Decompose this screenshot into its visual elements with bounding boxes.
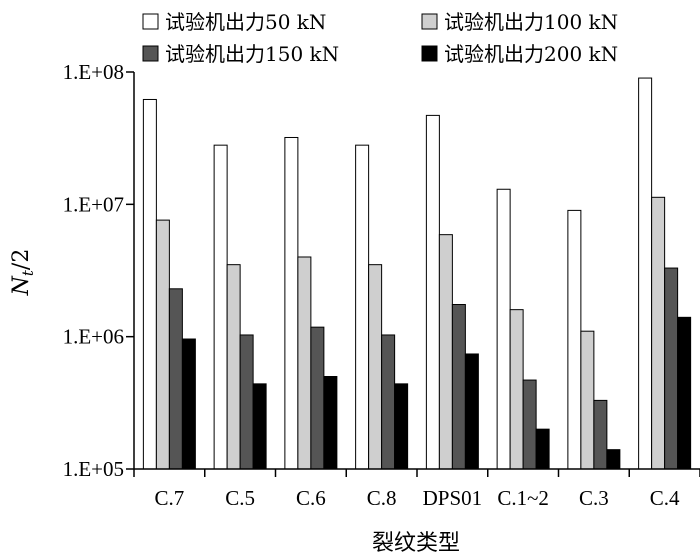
bar-3-7 <box>593 399 608 470</box>
bar-2-2 <box>226 264 241 470</box>
x-tick-label: C.5 <box>225 486 255 510</box>
legend-label: 试验机出力200 kN <box>444 42 618 66</box>
bar-2-3 <box>297 256 312 470</box>
bar-2-4 <box>368 264 383 470</box>
y-tick-label: 1.E+08 <box>63 60 124 84</box>
bar-1-5 <box>425 114 440 470</box>
bar-3-1 <box>168 288 183 470</box>
bar-4-6 <box>535 428 550 470</box>
x-tick-label: DPS01 <box>423 486 483 510</box>
bar-4-8 <box>677 316 692 470</box>
legend-label: 试验机出力50 kN <box>165 10 326 34</box>
x-tick-label: C.6 <box>296 486 326 510</box>
bar-1-1 <box>142 98 157 470</box>
legend-swatch <box>421 13 438 30</box>
bar-3-5 <box>451 304 466 470</box>
bar-1-4 <box>355 144 370 470</box>
y-tick-label: 1.E+07 <box>63 192 124 216</box>
bar-3-6 <box>522 379 537 470</box>
y-tick-label: 1.E+06 <box>63 325 124 349</box>
bar-4-7 <box>606 449 621 470</box>
x-tick-label: C.7 <box>154 486 184 510</box>
bar-1-3 <box>284 136 299 470</box>
legend-swatch <box>142 13 159 30</box>
x-ticks: C.7 C.5 C.6 C.8 DPS01 C.1~2 C.3 C.4 <box>133 469 700 510</box>
legend-swatch <box>142 45 159 62</box>
bar-1-8 <box>638 77 653 470</box>
x-axis-title: 裂纹类型 <box>372 531 460 556</box>
y-ticks: 1.E+05 1.E+06 1.E+07 1.E+08 <box>63 60 134 481</box>
bar-2-6 <box>509 309 524 470</box>
legend-label: 试验机出力100 kN <box>444 10 618 34</box>
bar-4-1 <box>181 338 196 470</box>
y-axis-title-tail: /2 <box>9 249 34 270</box>
legend: 试验机出力50 kN 试验机出力100 kN 试验机出力150 kN 试验机出力200… <box>142 10 618 66</box>
bar-1-6 <box>496 188 511 470</box>
bar-2-1 <box>155 219 170 470</box>
bar-4-5 <box>464 353 479 470</box>
bar-3-2 <box>239 334 254 470</box>
bar-2-8 <box>651 196 666 470</box>
bar-4-2 <box>252 383 267 470</box>
bar-3-4 <box>381 334 396 470</box>
bar-4-4 <box>394 383 409 470</box>
x-tick-label: C.4 <box>650 486 680 510</box>
legend-swatch <box>421 45 438 62</box>
x-tick-label: C.3 <box>579 486 609 510</box>
bars <box>142 77 692 470</box>
y-axis-title-main: N <box>9 275 34 296</box>
bar-1-7 <box>567 209 582 470</box>
bar-3-8 <box>664 267 679 470</box>
bar-1-2 <box>213 144 228 470</box>
bar-4-3 <box>323 376 338 470</box>
bar-2-5 <box>438 234 453 470</box>
y-axis-title: Nt/2 <box>9 249 37 297</box>
plot-area: 1.E+05 1.E+06 1.E+07 1.E+08 C.7 C.5 C.6 C.8 DPS… <box>63 60 700 510</box>
legend-label: 试验机出力150 kN <box>165 42 339 66</box>
y-axis-title-sub: t <box>19 269 37 276</box>
bar-3-3 <box>310 326 325 470</box>
y-tick-label: 1.E+05 <box>63 457 124 481</box>
bar-2-7 <box>580 330 595 470</box>
x-tick-label: C.1~2 <box>497 486 549 510</box>
x-tick-label: C.8 <box>367 486 397 510</box>
